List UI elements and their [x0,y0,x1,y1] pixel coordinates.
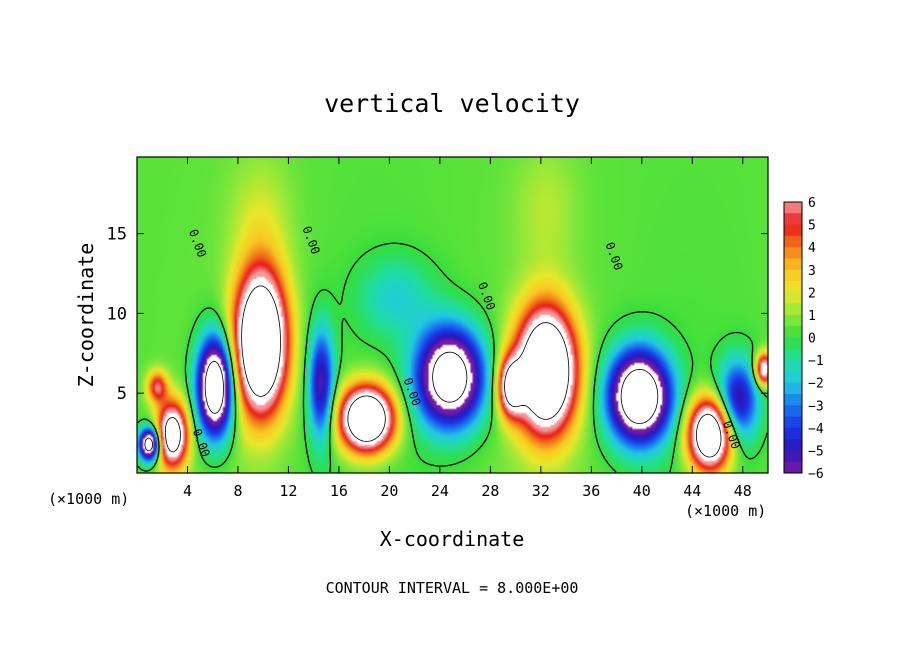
colorbar-tick-label: 2 [808,286,816,301]
y-axis-label: Z-coordinate [74,243,98,388]
plot-frame [136,156,769,474]
contour-interval-note: CONTOUR INTERVAL = 8.000E+00 [326,579,579,597]
x-tick-label: 48 [734,482,752,500]
colorbar-cell [784,371,802,384]
x-unit-right: (×1000 m) [685,502,766,520]
x-tick-label: 40 [633,482,651,500]
y-tick-label: 5 [117,384,127,404]
x-tick-label: 16 [330,482,348,500]
contour-line-zero [137,242,768,473]
colorbar-ticks: 6 5 4 3 2 1 0 −1 −2 −3 −4 −5 −6 [808,196,824,482]
colorbar-cells [784,202,802,474]
colorbar-cell [784,292,802,305]
colorbar-tick-label: 4 [808,241,816,256]
colorbar-cell [784,450,802,463]
colorbar-cell [784,303,802,316]
colorbar-tick-label: 5 [808,219,816,234]
colorbar-cell [784,213,802,226]
colorbar-cell [784,235,802,248]
y-axis-ticks: 5 10 15 [107,225,768,404]
colorbar-tick-label: −1 [808,354,824,369]
colorbar-cell [784,281,802,293]
colorbar-cell [784,326,802,338]
x-axis-ticks: 4 8 12 16 20 24 28 32 36 40 44 48 [183,157,752,500]
colorbar-tick-label: 0 [808,332,816,347]
colorbar-cell [784,224,802,237]
colorbar: 6 5 4 3 2 1 0 −1 −2 −3 −4 −5 −6 [783,196,824,482]
colorbar-cell [784,416,802,429]
colorbar-cell [784,337,802,350]
x-tick-label: 36 [582,482,600,500]
contour-line-negative [144,351,659,452]
plot-area: 0.00 0.000.000.000.000.000.00 [136,156,769,474]
colorbar-tick-label: −3 [808,399,824,414]
colorbar-cell [784,360,802,372]
x-unit-left: (×1000 m) [48,490,129,508]
x-axis-label: X-coordinate [380,527,525,551]
colorbar-tick-label: −5 [808,444,824,459]
colorbar-cell [784,348,802,361]
colorbar-cell [784,258,802,271]
colorbar-tick-label: −2 [808,377,824,392]
y-tick-label: 15 [107,225,127,245]
colorbar-cell [784,314,802,327]
x-tick-label: 8 [233,482,242,500]
chart-title: vertical velocity [324,89,580,118]
colorbar-tick-label: 1 [808,309,816,324]
colorbar-cell [784,439,802,451]
x-tick-label: 32 [532,482,550,500]
x-tick-label: 12 [279,482,297,500]
colorbar-cell [784,393,802,406]
x-tick-label: 4 [183,482,192,500]
colorbar-tick-label: 6 [808,196,816,211]
colorbar-cell [784,382,802,395]
colorbar-cell [784,247,802,259]
colorbar-cell [784,202,802,214]
colorbar-cell [784,461,802,474]
colorbar-cell [784,405,802,418]
colorbar-tick-label: −4 [808,422,824,437]
colorbar-tick-label: −6 [808,467,824,482]
colorbar-frame [783,201,803,474]
colorbar-tick-label: 3 [808,264,816,279]
y-tick-label: 10 [107,304,127,324]
contour-line-positive [165,285,722,458]
x-tick-label: 24 [431,482,449,500]
x-tick-label: 28 [481,482,499,500]
x-tick-label: 20 [380,482,398,500]
colorbar-cell [784,427,802,440]
velocity-field-image [137,157,768,473]
colorbar-cell [784,269,802,282]
x-tick-label: 44 [683,482,701,500]
